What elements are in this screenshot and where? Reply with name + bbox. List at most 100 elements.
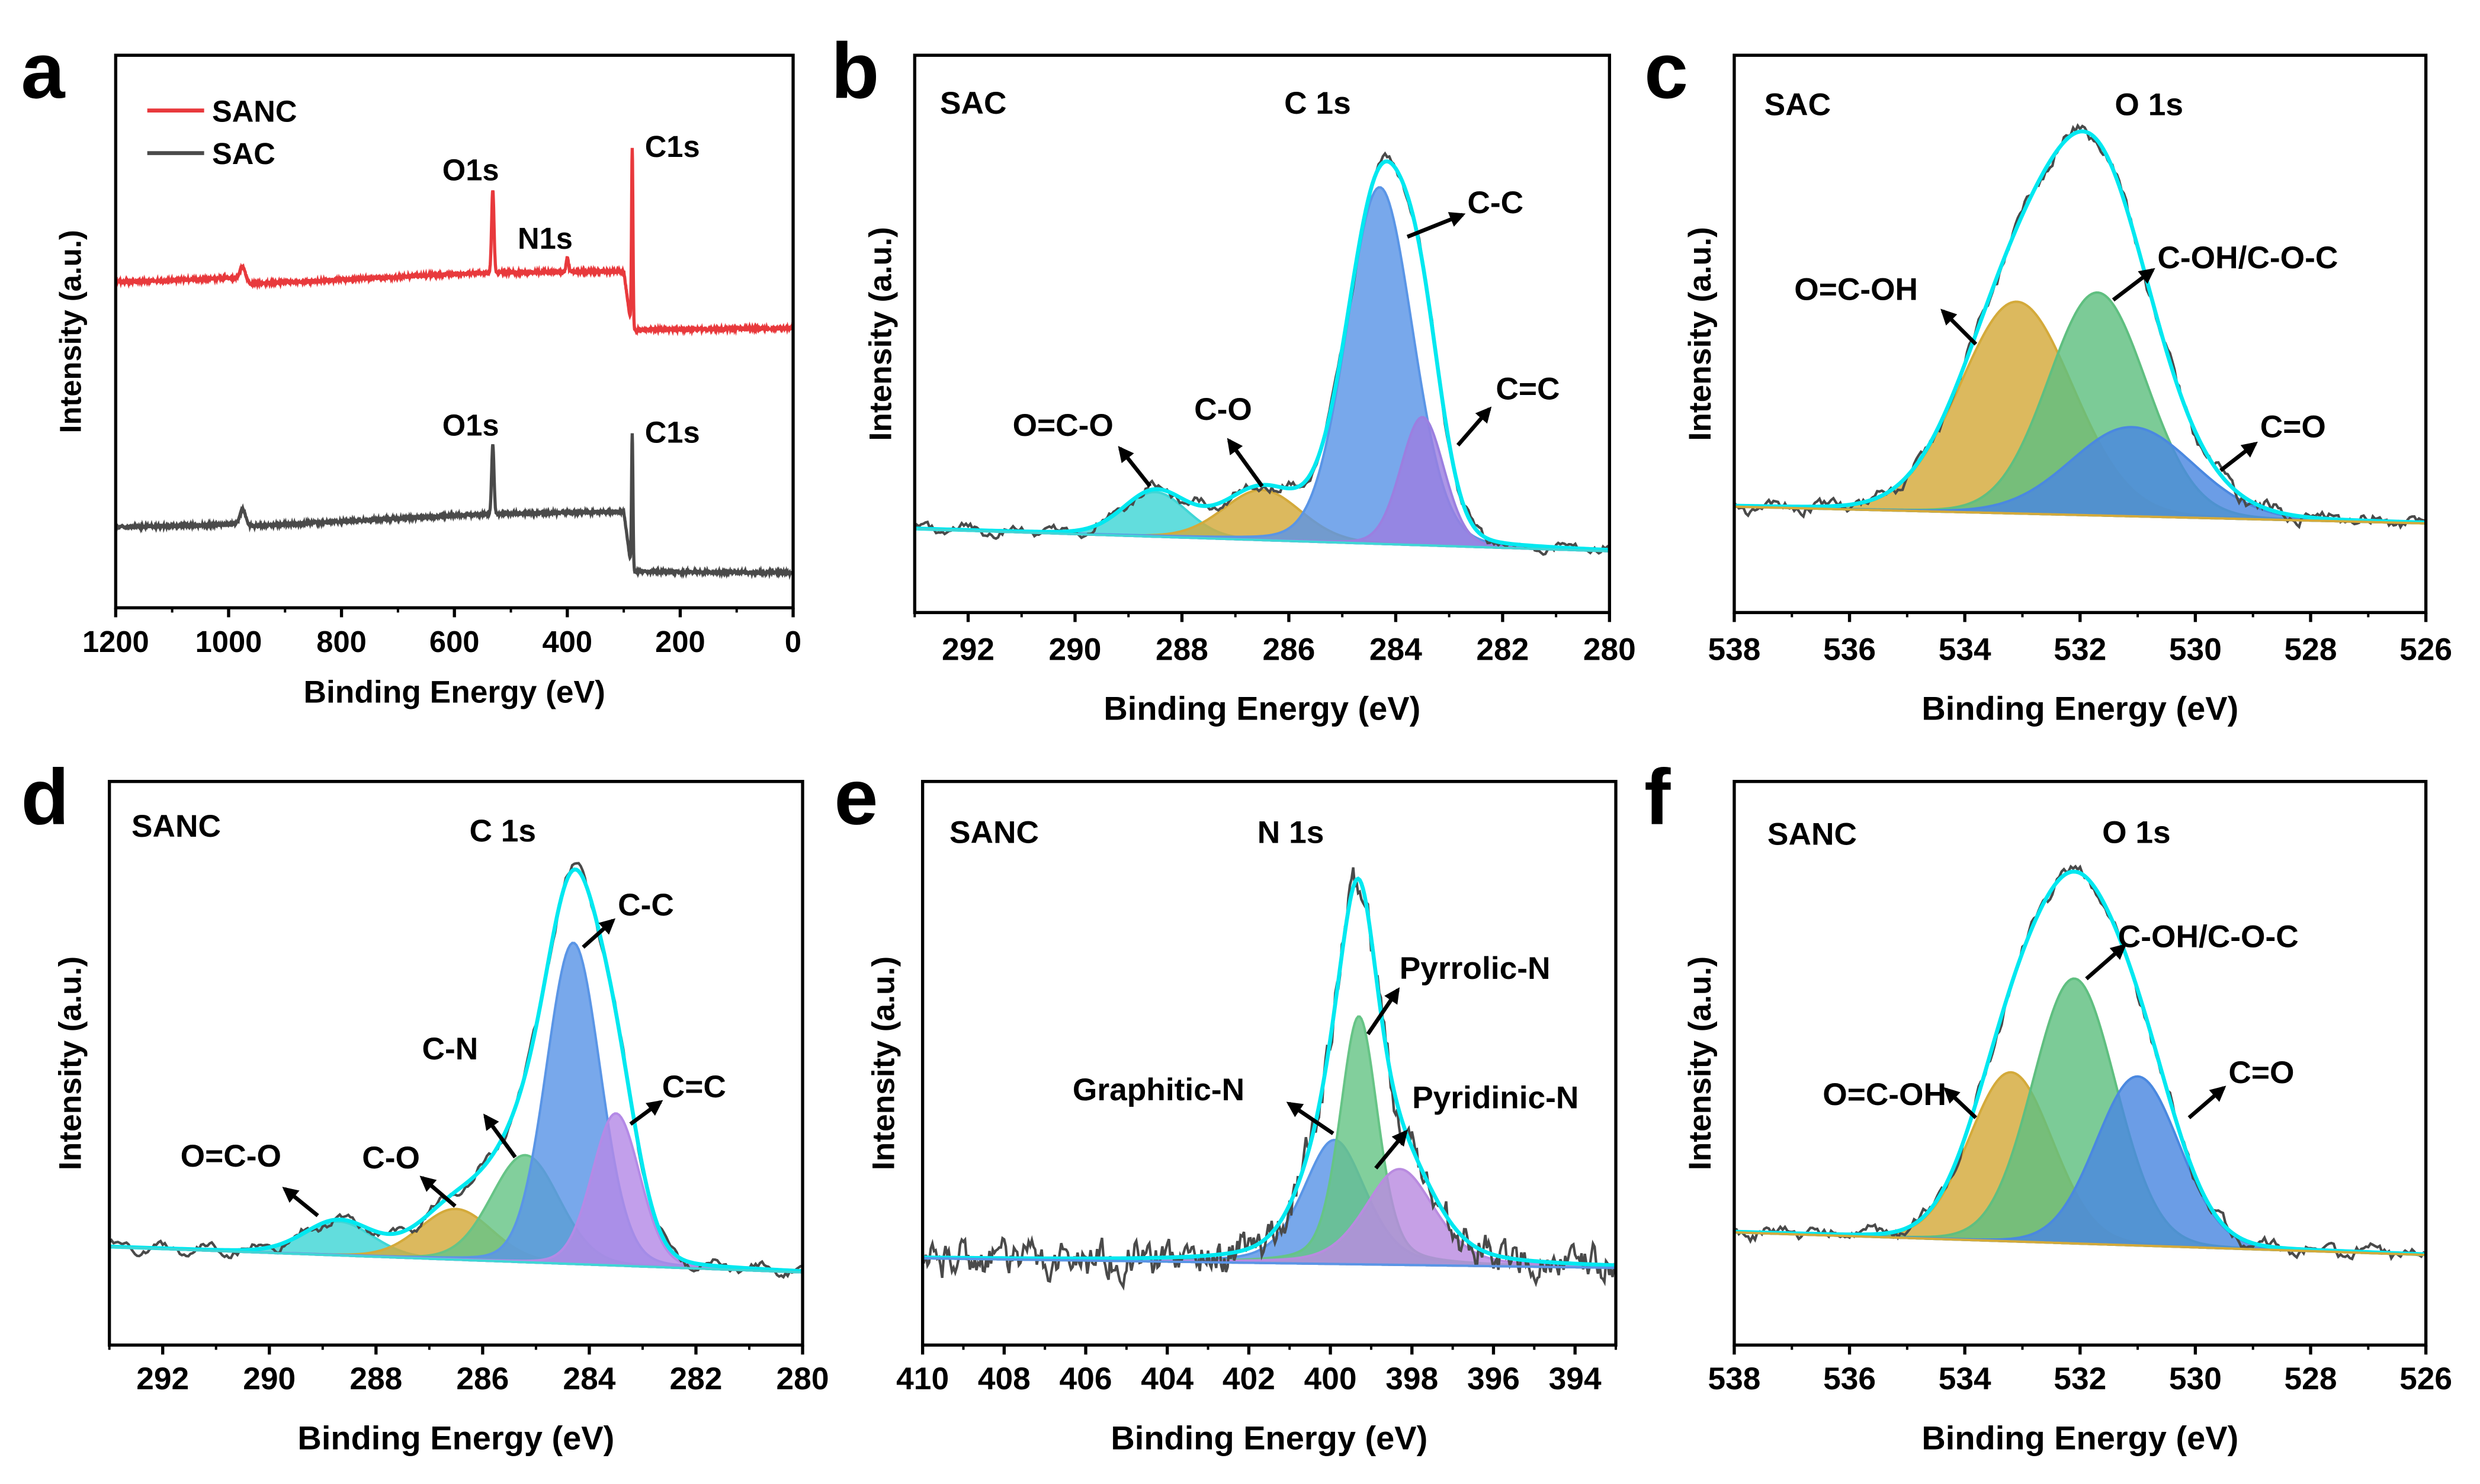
peak-label: C=O bbox=[2228, 1055, 2294, 1090]
peak-label: C-O bbox=[362, 1141, 420, 1175]
region-label: C 1s bbox=[470, 814, 537, 849]
peak-label: C-N bbox=[422, 1032, 479, 1067]
peak-label: C1s bbox=[645, 416, 700, 449]
x-tick-label: 200 bbox=[655, 625, 705, 659]
peak-label: Pyridinic-N bbox=[1412, 1081, 1579, 1116]
x-axis-label: Binding Energy (eV) bbox=[1921, 1419, 2238, 1456]
x-tick-label: 404 bbox=[1141, 1361, 1194, 1396]
x-tick-label: 282 bbox=[670, 1361, 723, 1396]
background-line bbox=[915, 528, 1610, 553]
annotation-arrow bbox=[1366, 987, 1400, 1036]
background-line bbox=[922, 1257, 1616, 1270]
background-line bbox=[109, 1245, 803, 1274]
panel-e: e SANC N 1s Graphitic-N Pyrrolic-N Pyridinic-… bbox=[834, 753, 1618, 1456]
x-axis-label: Binding Energy (eV) bbox=[1103, 690, 1420, 727]
annotation-arrow bbox=[582, 918, 616, 949]
panel-d: d SANC C 1s O=C-O C-O C-N C-C C=C 292 290 288 286 28… bbox=[21, 753, 829, 1457]
peak-label: C=C bbox=[662, 1069, 726, 1104]
panel-c: c SAC O 1s O=C-OH C-OH/C-O-C C=O 538 536 534 532 5… bbox=[1644, 27, 2452, 727]
peak-label: Graphitic-N bbox=[1073, 1072, 1244, 1107]
panel-letter: a bbox=[21, 27, 65, 115]
peak-label: O=C-O bbox=[1013, 408, 1114, 443]
x-tick-label: 532 bbox=[2054, 632, 2106, 667]
panel-letter: b bbox=[831, 27, 879, 115]
sample-label: SAC bbox=[940, 86, 1007, 121]
peak-label: C=O bbox=[2260, 409, 2326, 444]
x-tick-label: 408 bbox=[978, 1361, 1031, 1396]
x-axis-label: Binding Energy (eV) bbox=[1921, 690, 2238, 727]
peak-label: C-C bbox=[1467, 185, 1523, 220]
x-tick-label: 532 bbox=[2054, 1361, 2106, 1396]
peak-label: C-OH/C-O-C bbox=[2157, 240, 2338, 275]
annotation-arrow bbox=[419, 1175, 457, 1208]
x-tick-label: 284 bbox=[563, 1361, 615, 1396]
x-tick-label: 538 bbox=[1708, 632, 1760, 667]
y-axis-label: Intensity (a.u.) bbox=[54, 230, 88, 433]
x-tick-label: 536 bbox=[1823, 1361, 1876, 1396]
annotation-arrow bbox=[1374, 1129, 1408, 1170]
x-tick-label: 286 bbox=[1262, 632, 1315, 667]
x-tick-label: 280 bbox=[1583, 632, 1636, 667]
plot-area bbox=[1733, 123, 2427, 530]
x-tick-label: 600 bbox=[429, 625, 480, 659]
y-axis-label: Intensity (a.u.) bbox=[1683, 227, 1718, 441]
x-tick-label: 396 bbox=[1467, 1361, 1520, 1396]
x-tick-label: 284 bbox=[1369, 632, 1422, 667]
peak-label: O=C-O bbox=[181, 1139, 281, 1174]
legend-item-sac: SAC bbox=[147, 137, 275, 171]
annotation-arrow bbox=[1118, 445, 1152, 488]
plot-area bbox=[1733, 864, 2427, 1261]
background-line bbox=[1734, 1231, 2426, 1257]
series-line-sanc bbox=[114, 147, 795, 337]
y-axis-label: Intensity (a.u.) bbox=[863, 227, 898, 441]
x-tick-label: 526 bbox=[2399, 1361, 2452, 1396]
x-tick-label: 288 bbox=[349, 1361, 402, 1396]
peak-label: O1s bbox=[442, 153, 499, 187]
y-axis-label: Intensity (a.u.) bbox=[867, 956, 901, 1170]
x-tick-label: 286 bbox=[456, 1361, 509, 1396]
annotation-arrow bbox=[1286, 1101, 1334, 1135]
plot-area bbox=[108, 862, 804, 1279]
panel-letter: d bbox=[21, 753, 69, 841]
region-label: O 1s bbox=[2115, 88, 2183, 123]
x-tick-label: 534 bbox=[1939, 1361, 1991, 1396]
region-label: C 1s bbox=[1284, 86, 1351, 121]
x-tick-label: 406 bbox=[1060, 1361, 1112, 1396]
plot-area: O1s N1s C1s O1s C1s bbox=[114, 130, 795, 580]
sample-label: SAC bbox=[1764, 88, 1831, 123]
fitted-envelope-line bbox=[1734, 869, 2426, 1257]
annotation-arrow bbox=[2112, 268, 2155, 302]
raw-data-line bbox=[921, 867, 1617, 1291]
x-tick-label: 292 bbox=[942, 632, 994, 667]
x-tick-label: 528 bbox=[2285, 1361, 2337, 1396]
x-tick-label: 394 bbox=[1549, 1361, 1602, 1396]
x-tick-label: 292 bbox=[136, 1361, 189, 1396]
x-axis-label: Binding Energy (eV) bbox=[297, 1419, 614, 1456]
peak-label: O=C-OH bbox=[1794, 272, 1918, 307]
axes-frame bbox=[913, 53, 1611, 615]
peak-label: C-OH/C-O-C bbox=[2118, 920, 2299, 955]
annotation-arrow bbox=[1406, 212, 1466, 239]
fitted-envelope-line bbox=[922, 876, 1616, 1268]
peak-label: C-C bbox=[618, 888, 674, 923]
x-tick-label: 402 bbox=[1223, 1361, 1275, 1396]
peak-label: N1s bbox=[518, 221, 573, 255]
annotation-arrow bbox=[1456, 406, 1492, 447]
x-tick-label: 1200 bbox=[82, 625, 149, 659]
legend-label: SAC bbox=[212, 137, 275, 171]
x-tick-label: 280 bbox=[777, 1361, 829, 1396]
annotation-arrow bbox=[2187, 1085, 2226, 1120]
x-tick-label: 1000 bbox=[195, 625, 262, 659]
x-tick-label: 538 bbox=[1708, 1361, 1760, 1396]
x-tick-label: 400 bbox=[1304, 1361, 1357, 1396]
annotation-arrow bbox=[2085, 943, 2127, 981]
panel-letter: e bbox=[834, 753, 878, 841]
annotation-arrow bbox=[1227, 438, 1264, 488]
x-tick-label: 530 bbox=[2169, 632, 2222, 667]
panel-f: f SANC O 1s O=C-OH C-OH/C-O-C C=O 538 536 534 532… bbox=[1644, 753, 2452, 1457]
panel-letter: f bbox=[1644, 753, 1671, 841]
y-axis-label: Intensity (a.u.) bbox=[1683, 956, 1718, 1170]
sample-label: SANC bbox=[949, 815, 1039, 850]
panel-letter: c bbox=[1644, 27, 1688, 115]
